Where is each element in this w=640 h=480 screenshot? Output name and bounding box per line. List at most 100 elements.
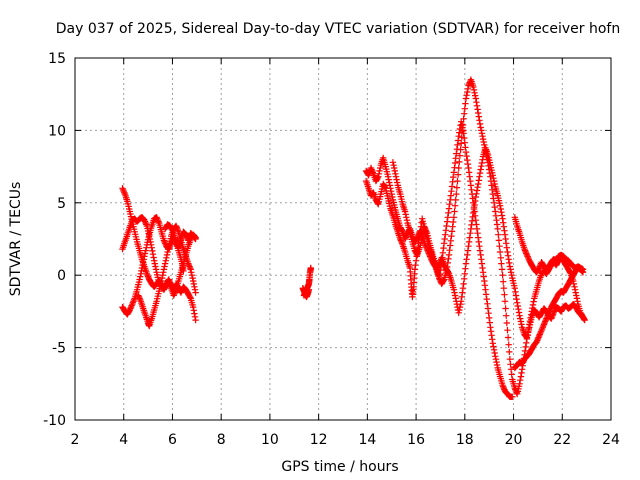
data-point	[578, 267, 585, 275]
data-point	[539, 324, 546, 331]
data-point	[525, 324, 532, 332]
data-point	[483, 295, 490, 303]
data-point	[530, 298, 537, 305]
series-track-e	[161, 221, 187, 275]
data-point	[579, 269, 587, 276]
data-point	[579, 314, 587, 321]
data-point	[535, 264, 543, 272]
series-track-c	[119, 214, 199, 299]
data-point	[524, 253, 531, 260]
data-series	[119, 76, 588, 400]
data-point	[496, 248, 504, 256]
chart-title: Day 037 of 2025, Sidereal Day-to-day VTE…	[56, 21, 620, 37]
data-point	[503, 319, 510, 327]
data-point	[451, 202, 459, 209]
data-point	[499, 272, 506, 279]
data-point	[516, 380, 523, 387]
data-point	[546, 306, 554, 314]
data-point	[389, 159, 397, 166]
data-point	[523, 339, 530, 347]
series-track-j	[389, 118, 516, 400]
data-point	[476, 120, 484, 128]
data-point	[505, 341, 512, 348]
data-point	[527, 314, 534, 322]
data-point	[423, 228, 430, 235]
data-point	[541, 319, 548, 327]
data-point	[504, 334, 512, 341]
data-point	[521, 247, 529, 254]
data-point	[497, 254, 504, 261]
series-track-k	[511, 214, 587, 276]
data-point	[517, 315, 524, 322]
data-point	[513, 295, 520, 303]
data-point	[476, 169, 484, 177]
data-point	[537, 329, 544, 337]
series-track-l	[511, 264, 587, 372]
y-tick-label: 10	[48, 123, 66, 139]
data-point	[463, 256, 470, 263]
x-axis-label: GPS time / hours	[281, 459, 398, 475]
data-point	[456, 303, 464, 311]
series-track-g	[299, 285, 313, 301]
data-point	[463, 152, 470, 160]
data-point	[443, 267, 450, 275]
data-point	[307, 264, 314, 272]
y-tick-label: 5	[57, 196, 66, 212]
data-point	[500, 285, 507, 292]
data-point	[128, 302, 135, 309]
grid	[75, 58, 611, 420]
data-point	[511, 285, 518, 292]
data-point	[148, 244, 155, 251]
plot-frame	[74, 57, 612, 421]
data-point	[458, 140, 465, 147]
data-point	[498, 260, 505, 267]
data-point	[494, 225, 501, 233]
data-point	[188, 272, 196, 279]
data-point	[155, 218, 162, 225]
data-point	[453, 184, 461, 191]
data-point	[503, 312, 510, 319]
series-track-f	[300, 264, 314, 299]
data-point	[524, 332, 531, 339]
data-point	[523, 251, 531, 259]
data-point	[501, 291, 508, 298]
data-point	[570, 280, 577, 288]
data-point	[192, 316, 199, 324]
data-point	[516, 312, 523, 319]
data-point	[534, 337, 541, 344]
x-tick-label: 16	[407, 432, 425, 448]
data-point	[470, 83, 477, 91]
data-point	[192, 234, 199, 241]
data-point	[490, 343, 497, 350]
data-point	[501, 298, 509, 305]
data-point	[521, 347, 529, 355]
x-tick-label: 20	[505, 432, 523, 448]
data-point	[502, 305, 509, 312]
x-tick-label: 14	[358, 432, 376, 448]
data-point	[141, 250, 149, 257]
x-tick-label: 8	[217, 432, 226, 448]
data-point	[403, 214, 410, 221]
data-point	[450, 214, 458, 221]
data-point	[454, 171, 462, 178]
data-point	[542, 316, 549, 324]
data-point	[454, 177, 461, 185]
data-point	[450, 218, 457, 226]
data-point	[452, 196, 459, 204]
data-point	[456, 158, 463, 166]
x-tick-label: 22	[553, 432, 571, 448]
data-point	[535, 332, 543, 340]
x-tick-label: 24	[602, 432, 620, 448]
data-point	[523, 250, 530, 257]
data-point	[538, 327, 545, 334]
x-tick-label: 10	[261, 432, 279, 448]
y-tick-label: 0	[57, 268, 66, 284]
data-point	[403, 232, 410, 240]
data-point	[496, 202, 504, 209]
data-point	[135, 292, 142, 299]
data-point	[470, 199, 477, 206]
x-tick-label: 2	[71, 432, 80, 448]
data-point	[503, 244, 510, 251]
